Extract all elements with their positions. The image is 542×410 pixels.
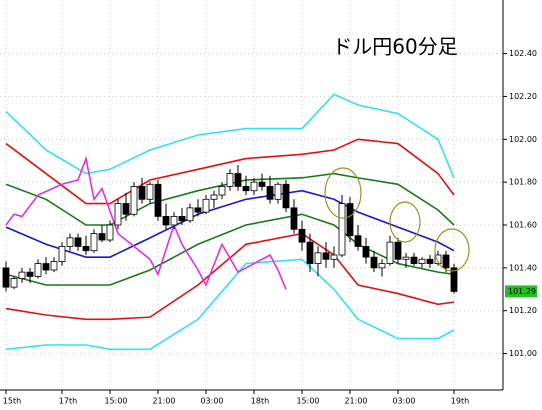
candle-body [50,261,58,271]
candle-body [58,246,66,262]
chart-title: ドル円60分足 [332,35,457,59]
candle-body [170,216,178,226]
candle-body [314,252,322,264]
candle-body [442,254,450,269]
x-tick-label: 21:00 [152,397,175,406]
indicator-line [5,138,455,205]
candle-body [98,233,106,241]
candle-body [418,258,426,264]
y-tick-label: 101.40 [509,263,537,272]
highlight-circle [389,201,421,243]
x-tick-label: 03:00 [392,397,415,406]
y-tick-label: 101.20 [509,306,537,315]
current-price-box [505,285,537,298]
candle-body [138,186,146,200]
indicator-line [5,155,287,290]
candle-body [106,224,114,241]
candle-body [26,271,34,277]
candle-body [194,207,202,213]
x-tick-label: 03:00 [200,397,223,406]
candle-body [66,237,74,247]
y-tick-label: 102.00 [509,135,537,144]
candle-body [74,237,82,247]
candle-body [266,186,274,200]
highlight-circle [434,228,470,272]
candle-body [34,263,42,277]
candle-body [362,246,370,258]
candle-body [42,263,50,271]
y-tick-label: 102.40 [509,49,537,58]
candle-body [450,267,458,292]
y-tick-label: 101.60 [509,221,537,230]
candle-body [434,254,442,264]
x-tick-label: 18th [251,397,269,406]
candle-body [2,267,10,288]
candle-body [274,183,282,200]
candle-body [90,233,98,252]
candle-body [82,246,90,252]
x-tick-label: 19th [451,397,469,406]
highlight-circle [324,167,362,219]
candle-body [346,203,354,237]
candle-body [114,203,122,226]
candle-body [242,186,250,192]
x-tick-label: 21:00 [344,397,367,406]
candle-body [282,183,290,209]
y-tick-label: 101.80 [509,178,537,187]
candle-body [426,258,434,264]
candle-body [370,256,378,269]
candle-body [410,256,418,264]
candle-body [202,198,210,213]
candle-body [394,241,402,260]
candle-body [354,235,362,247]
candle-body [250,181,258,192]
candle-body [154,183,162,217]
indicator-line [5,258,455,351]
y-tick-label: 102.20 [509,92,537,101]
candle-body [162,216,170,226]
candle-body [338,203,346,256]
candle-body [386,241,394,264]
x-tick-label: 15:00 [104,397,127,406]
current-price-label: 101.29 [508,287,536,296]
candle-body [290,207,298,230]
candle-body [234,173,242,187]
x-tick-label: 17th [59,397,77,406]
candle-body [210,194,218,200]
candle-body [258,181,266,187]
candle-body [322,252,330,260]
indicator-line [5,189,455,258]
candle-body [146,183,154,200]
x-tick-label: 15:00 [296,397,319,406]
candle-body [122,203,130,215]
plot-area [0,0,502,390]
candle-body [298,228,306,243]
y-tick-label: 101.00 [509,349,537,358]
candle-body [330,254,338,260]
candle-body [378,263,386,269]
candle-body [306,241,314,264]
candle-body [226,173,234,187]
candle-body [178,216,186,222]
candle-body [402,256,410,260]
indicator-line [5,232,455,321]
candle-body [18,271,26,279]
candle-body [130,186,138,215]
indicator-line [5,93,455,179]
x-tick-label: 15th [3,397,21,406]
candle-body [218,186,226,196]
candle-body [10,278,18,288]
candle-body [186,207,194,222]
